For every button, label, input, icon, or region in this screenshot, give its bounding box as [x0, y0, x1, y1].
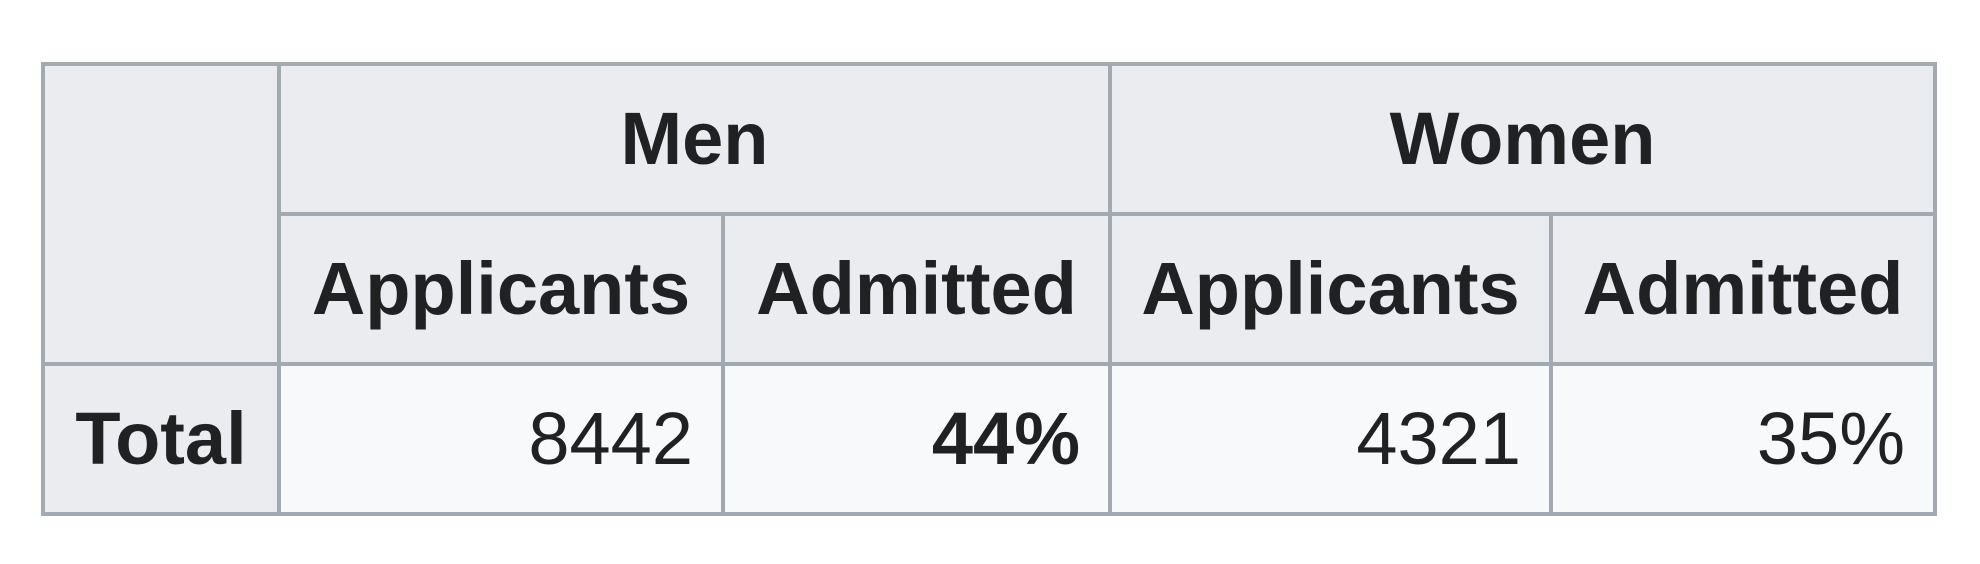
subheader-women-applicants: Applicants: [1108, 212, 1553, 366]
subheader-men-applicants: Applicants: [277, 212, 725, 366]
cell-men-admitted: 44%: [721, 362, 1112, 516]
cell-women-admitted: 35%: [1549, 362, 1937, 516]
table-row: Total 8442 44% 4321 35%: [41, 362, 1937, 516]
row-header-total: Total: [41, 362, 281, 516]
subheader-men-admitted: Admitted: [721, 212, 1112, 366]
table-body: Total 8442 44% 4321 35%: [41, 362, 1937, 516]
group-header-women: Women: [1108, 62, 1937, 216]
cell-men-applicants: 8442: [277, 362, 725, 516]
corner-header-cell: [41, 62, 281, 366]
admissions-table: Men Women Applicants Admitted Applicants…: [41, 62, 1937, 516]
header-row-subheaders: Applicants Admitted Applicants Admitted: [43, 212, 1937, 366]
table-header: Men Women Applicants Admitted Applicants…: [41, 62, 1937, 366]
header-row-groups: Men Women: [41, 62, 1937, 366]
group-header-men: Men: [277, 62, 1112, 216]
subheader-women-admitted: Admitted: [1549, 212, 1937, 366]
cell-women-applicants: 4321: [1108, 362, 1553, 516]
